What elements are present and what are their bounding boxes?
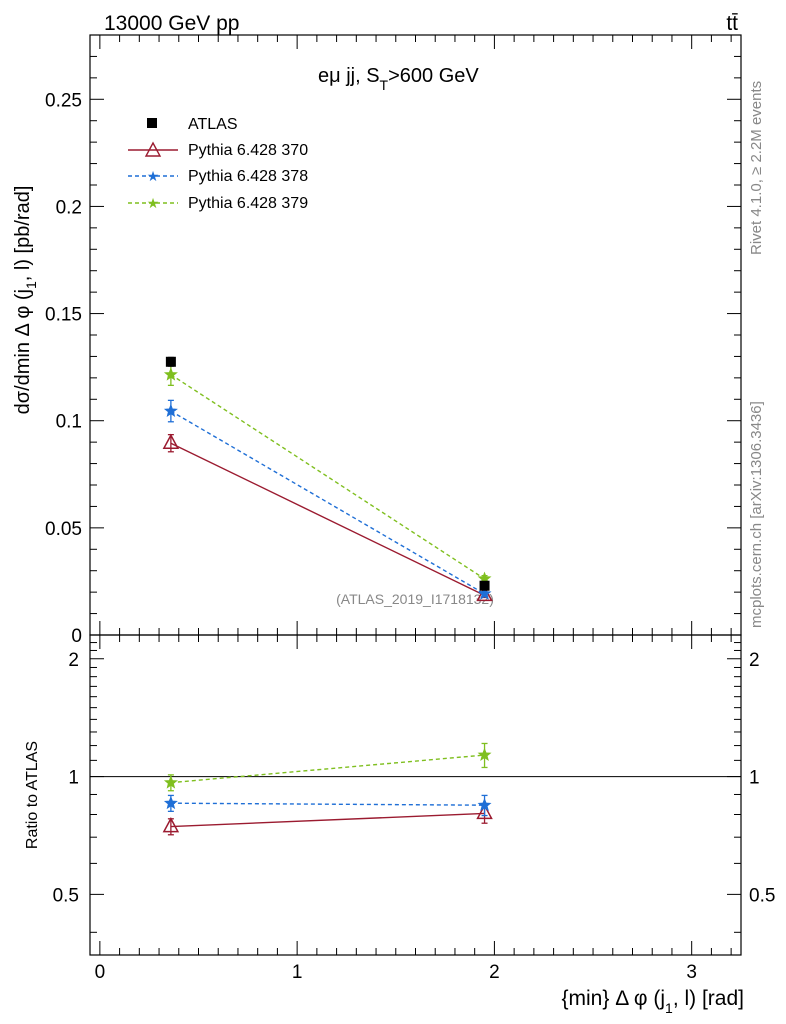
y-tick-label-ratio-right: 2 xyxy=(749,650,760,671)
x-tick-label: 0 xyxy=(95,962,106,983)
main-point-atlas xyxy=(165,356,176,367)
ratio-series-line-p370 xyxy=(170,812,485,828)
main-series-line-p378 xyxy=(170,410,485,595)
legend-atlas-marker xyxy=(147,118,157,128)
y-tick-label-main: 0.25 xyxy=(45,90,82,111)
x-tick-label: 1 xyxy=(292,962,303,983)
ratio-point-p370 xyxy=(476,803,493,820)
legend-370-label: Pythia 6.428 370 xyxy=(188,142,308,159)
ratio-point-p379 xyxy=(163,775,178,789)
ratio-point-p378 xyxy=(477,797,492,812)
y-tick-label-main: 0 xyxy=(71,626,82,647)
legend-378-label: Pythia 6.428 378 xyxy=(188,168,308,185)
x-tick-label: 2 xyxy=(489,962,500,983)
legend-379-label: Pythia 6.428 379 xyxy=(188,195,308,212)
y-tick-label-main: 0.2 xyxy=(56,197,82,218)
main-series-line-p370 xyxy=(170,442,485,596)
y-tick-label-ratio-right: 1 xyxy=(749,768,760,789)
selection-label: eμ jj, ST>600 GeV xyxy=(318,65,479,93)
energy-label: 13000 GeV pp xyxy=(104,12,239,35)
main-point-p379 xyxy=(163,367,178,381)
main-point-p378 xyxy=(163,403,178,417)
y-tick-label-ratio-left: 1 xyxy=(68,768,79,789)
ratio-point-p378 xyxy=(163,795,178,810)
mcplots-label: mcplots.cern.ch [arXiv:1306.3436] xyxy=(748,401,765,628)
main-point-p378 xyxy=(477,586,492,600)
ratio-point-p370 xyxy=(162,817,180,833)
legend-378-marker: ★ xyxy=(147,168,160,184)
axis-ticks: 0 1 2 3 0 0.05 0.1 0.15 0.2 0.25 0.5 0.5 1 1 2 2 xyxy=(45,34,775,983)
main-point-atlas xyxy=(479,580,490,591)
legend-379-marker: ★ xyxy=(147,195,160,211)
analysis-watermark: (ATLAS_2019_I1718132) xyxy=(336,591,494,607)
ratio-series-line-p379 xyxy=(170,754,485,784)
ratio-series-line-p378 xyxy=(170,802,485,806)
ratio-panel-frame xyxy=(89,634,742,956)
y-tick-label-ratio-right: 0.5 xyxy=(749,885,775,906)
rivet-label: Rivet 4.1.0, ≥ 2.2M events xyxy=(748,81,765,255)
ratio-ylabel: Ratio to ATLAS xyxy=(24,741,41,849)
process-label: tt̄ xyxy=(726,12,738,35)
data-marks xyxy=(90,356,741,836)
main-ylabel: dσ/dmin Δ φ (j1, l) [pb/rad] xyxy=(12,186,39,415)
legend-370-marker xyxy=(144,141,162,157)
legend: ATLAS Pythia 6.428 370 ★ Pythia 6.428 37… xyxy=(128,116,308,212)
x-tick-label: 3 xyxy=(686,962,697,983)
main-series-line-p379 xyxy=(170,374,485,580)
ratio-xlabel: {min} Δ φ (j1, l) [rad] xyxy=(562,987,745,1016)
y-tick-label-ratio-left: 2 xyxy=(68,650,79,671)
main-point-p370 xyxy=(162,433,180,449)
y-tick-label-main: 0.1 xyxy=(56,412,82,433)
ratio-point-p379 xyxy=(477,747,492,761)
y-tick-label-main: 0.05 xyxy=(45,519,82,540)
y-tick-label-ratio-left: 0.5 xyxy=(53,885,79,906)
y-tick-label-main: 0.15 xyxy=(45,305,82,326)
legend-atlas-label: ATLAS xyxy=(188,116,238,133)
